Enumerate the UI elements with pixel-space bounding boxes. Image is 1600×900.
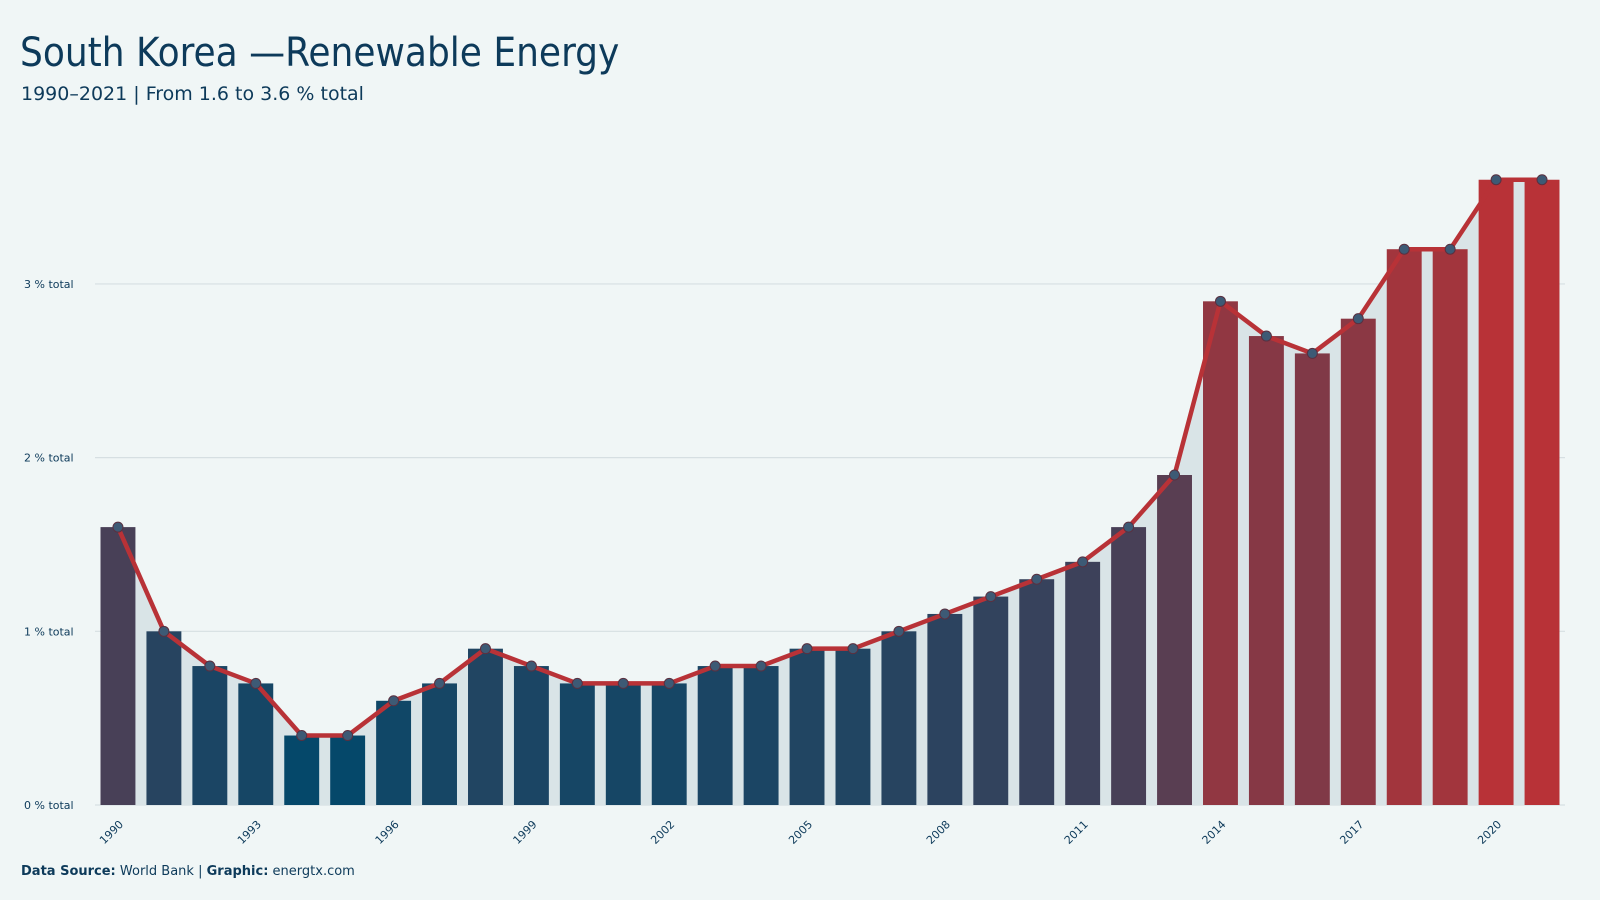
- marker: [112, 521, 124, 533]
- bar: [1432, 249, 1468, 806]
- footer: Data Source: World Bank | Graphic: energ…: [21, 864, 355, 879]
- marker: [1490, 174, 1502, 186]
- marker: [1398, 243, 1410, 255]
- bar: [1386, 249, 1422, 806]
- marker: [1306, 347, 1318, 359]
- bar: [513, 666, 549, 805]
- marker: [571, 677, 583, 689]
- marker: [1123, 521, 1135, 533]
- bar: [1019, 579, 1055, 805]
- separator: |: [198, 864, 202, 879]
- marker: [342, 730, 354, 742]
- bar: [376, 700, 412, 805]
- marker: [1536, 174, 1548, 186]
- marker: [296, 730, 308, 742]
- source: World Bank: [120, 864, 195, 879]
- marker: [434, 677, 446, 689]
- line: [115, 177, 1543, 738]
- marker: [893, 625, 905, 637]
- marker: [985, 591, 997, 603]
- bar: [1157, 475, 1192, 805]
- bar: [284, 735, 320, 805]
- marker: [1214, 295, 1226, 307]
- bar: [422, 683, 457, 805]
- bar: [789, 648, 825, 805]
- marker: [479, 643, 491, 655]
- bar: [468, 648, 503, 805]
- bar: [192, 666, 228, 805]
- y-tick-label: 1 % total: [24, 625, 74, 638]
- marker: [525, 660, 537, 672]
- y-tick-label: 2 % total: [24, 452, 74, 465]
- bar: [559, 683, 595, 805]
- credit: energtx.com: [273, 864, 355, 879]
- bar: [100, 527, 136, 805]
- marker: [1169, 469, 1181, 481]
- marker: [1260, 330, 1272, 342]
- marker: [1077, 556, 1089, 568]
- chart-title: South Korea —Renewable Energy: [20, 30, 619, 76]
- credit-label: Graphic:: [207, 864, 269, 879]
- bar: [1203, 301, 1238, 805]
- bar: [743, 666, 779, 805]
- bar: [1524, 179, 1560, 806]
- marker: [847, 643, 859, 655]
- source-label: Data Source:: [21, 864, 116, 879]
- marker: [158, 625, 170, 637]
- marker: [250, 677, 262, 689]
- bar: [973, 596, 1009, 805]
- bar: [1248, 336, 1284, 805]
- marker: [1444, 243, 1456, 255]
- y-tick-label: 0 % total: [24, 799, 74, 812]
- bar: [835, 648, 871, 805]
- marker: [1031, 573, 1043, 585]
- marker: [939, 608, 951, 620]
- bar: [1294, 353, 1330, 805]
- bar: [1111, 527, 1147, 805]
- y-tick-label: 3 % total: [24, 278, 74, 291]
- marker: [663, 677, 675, 689]
- bar: [238, 683, 274, 805]
- bar: [651, 683, 687, 805]
- marker: [617, 677, 629, 689]
- marker: [709, 660, 721, 672]
- marker: [755, 660, 767, 672]
- chart-subtitle: 1990–2021 | From 1.6 to 3.6 % total: [21, 83, 364, 105]
- bar: [927, 613, 963, 805]
- bar: [1340, 318, 1376, 805]
- bar: [605, 683, 641, 805]
- marker: [204, 660, 216, 672]
- bar: [697, 666, 733, 805]
- marker: [388, 695, 400, 707]
- marker: [1352, 313, 1364, 325]
- bar: [330, 735, 366, 805]
- bar: [1478, 179, 1514, 806]
- bar: [146, 631, 182, 805]
- bar: [1065, 561, 1101, 805]
- bar: [881, 631, 917, 805]
- marker: [801, 643, 813, 655]
